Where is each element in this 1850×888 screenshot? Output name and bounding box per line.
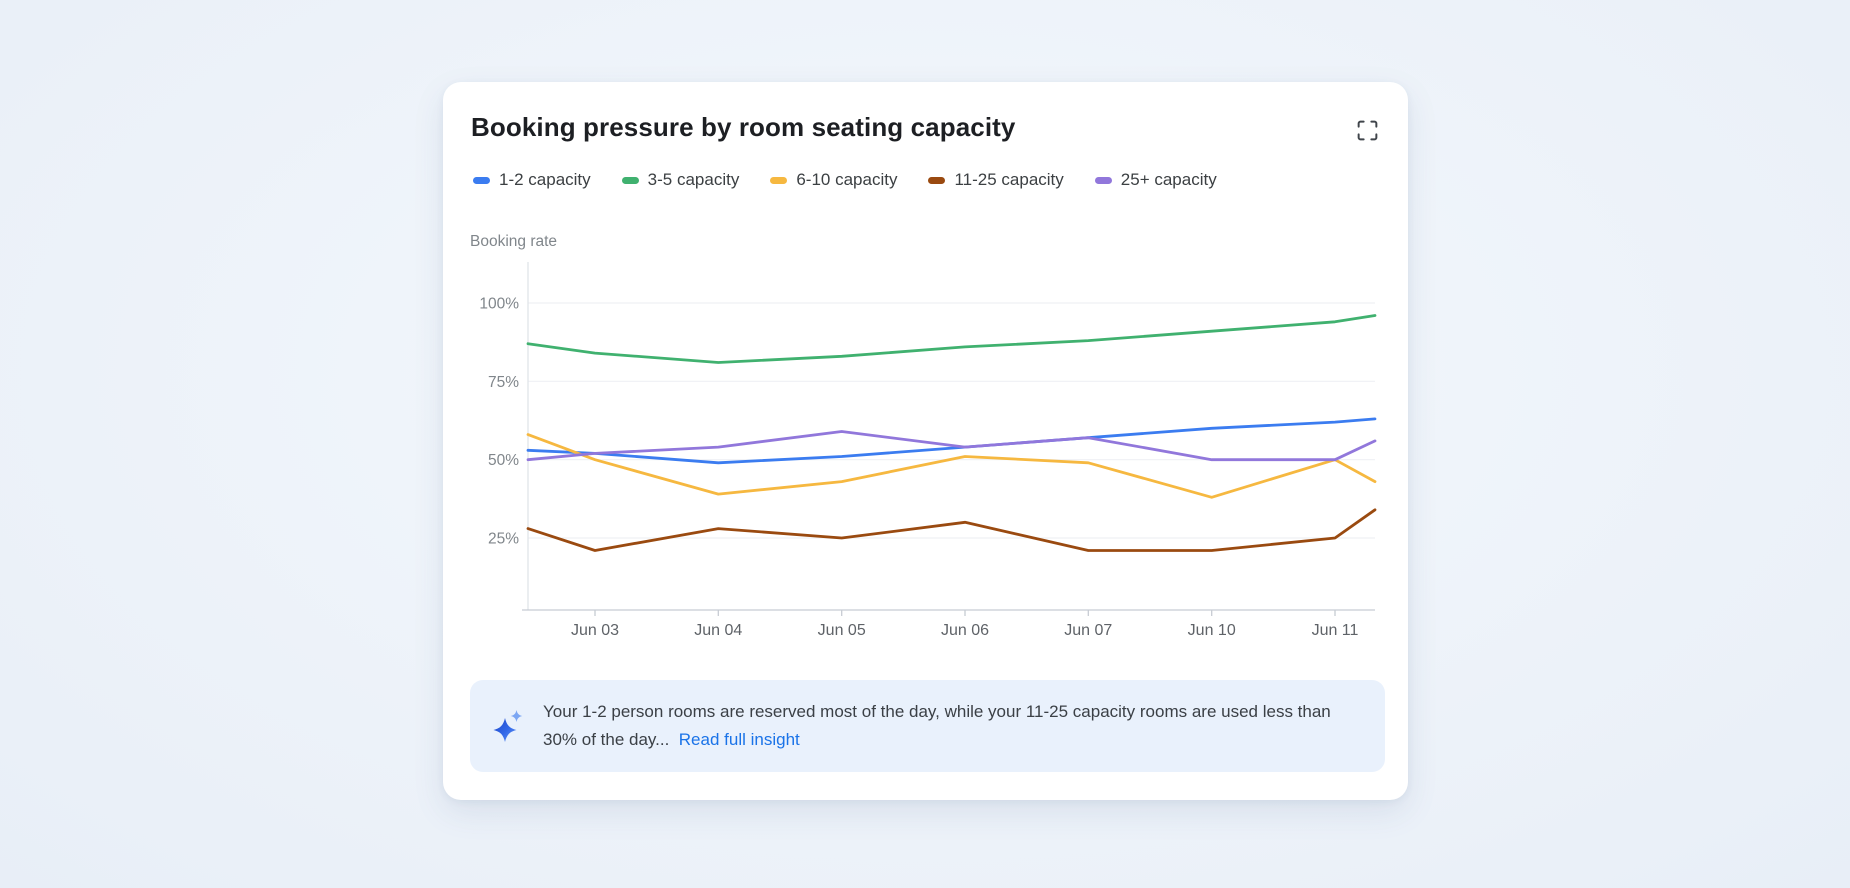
series-line-6-10-capacity [526,433,1377,499]
card-title: Booking pressure by room seating capacit… [471,112,1016,142]
booking-pressure-card: Booking pressure by room seating capacit… [443,82,1408,800]
y-tick-label-100: 100% [479,296,519,313]
x-tick-label-jun-10: Jun 10 [1188,622,1236,639]
insight-message: Your 1-2 person rooms are reserved most … [543,702,1331,749]
legend-swatch [1094,176,1112,184]
x-tick-label-jun-11: Jun 11 [1312,622,1359,639]
legend-label: 1-2 capacity [499,170,591,189]
x-tick-label-jun-03: Jun 03 [571,622,619,639]
y-tick-label-50: 50% [488,452,519,469]
legend-swatch [770,176,788,184]
series-line-11-25-capacity [526,508,1377,552]
legend-swatch [621,176,639,184]
read-full-insight-link[interactable]: Read full insight [678,730,800,749]
legend-item-6-10-capacity[interactable]: 6-10 capacity [770,170,897,190]
legend-label: 3-5 capacity [647,170,740,189]
card-header: Booking pressure by room seating capacit… [471,112,1384,150]
legend-item-25-capacity[interactable]: 25+ capacity [1094,170,1217,190]
legend-label: 6-10 capacity [796,170,898,189]
line-chart: Booking rate 100% 75% 50% 25% Jun 03 Jun 04 Jun… [470,233,1377,639]
legend-item-3-5-capacity[interactable]: 3-5 capacity [621,170,740,190]
x-tick-label-jun-06: Jun 06 [941,622,989,639]
expand-button[interactable] [1351,114,1384,150]
legend-label: 11-25 capacity [954,170,1064,189]
ai-sparkle-icon [493,710,523,742]
legend-item-11-25-capacity[interactable]: 11-25 capacity [928,170,1064,190]
chart-legend: 1-2 capacity 3-5 capacity 6-10 capacity 11-… [473,170,1217,190]
legend-item-1-2-capacity[interactable]: 1-2 capacity [473,170,591,190]
series-line-3-5-capacity [526,314,1377,364]
x-tick-label-jun-07: Jun 07 [1064,622,1112,639]
legend-swatch [928,176,946,184]
insight-text: Your 1-2 person rooms are reserved most … [543,698,1359,753]
fullscreen-expand-icon [1357,120,1378,141]
y-tick-label-25: 25% [488,530,519,547]
y-axis-title: Booking rate [470,233,557,250]
y-tick-label-75: 75% [488,374,519,391]
chart-area: Booking rate 100% 75% 50% 25% Jun 03 Jun 04 Jun… [463,222,1403,647]
legend-label: 25+ capacity [1120,170,1217,189]
x-tick-label-jun-05: Jun 05 [818,622,866,639]
x-tick-label-jun-04: Jun 04 [694,622,742,639]
legend-swatch [473,176,490,184]
insight-banner: Your 1-2 person rooms are reserved most … [470,680,1385,772]
series-line-25-capacity [526,430,1377,462]
series-line-1-2-capacity [526,417,1377,465]
